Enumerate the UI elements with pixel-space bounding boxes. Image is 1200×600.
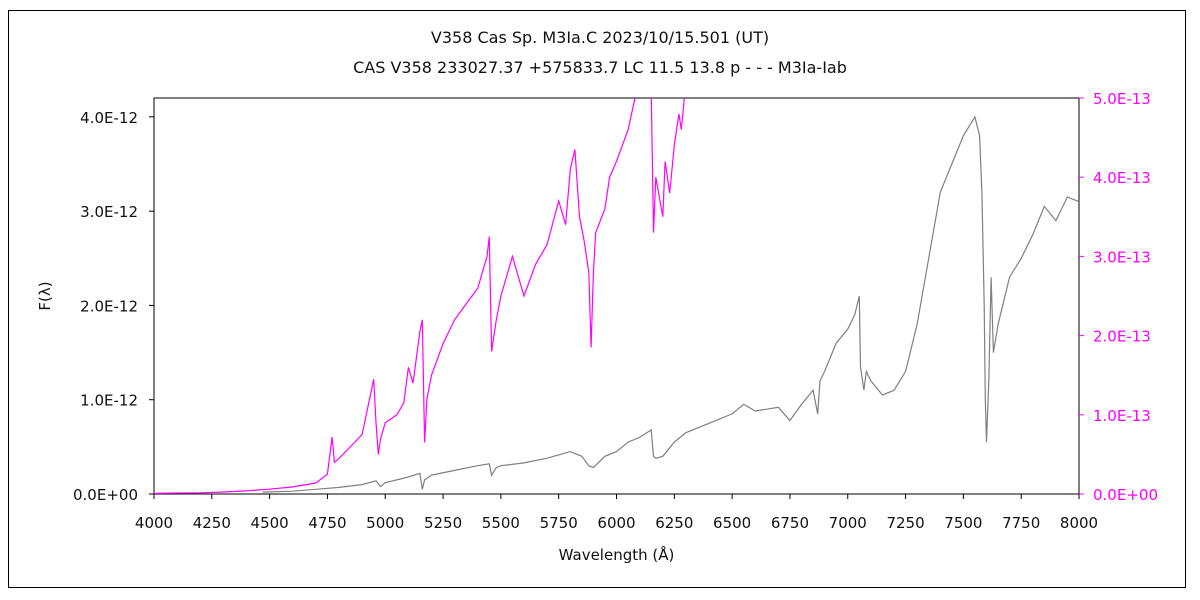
y-left-tick-label: 0.0E+00 [73,486,138,504]
x-tick-label: 8000 [1060,514,1098,532]
x-tick-label: 5500 [482,514,520,532]
plot-area-border [153,97,1080,495]
spectrum-line-magenta [154,98,685,494]
y-right-tick-label: 4.0E-13 [1093,169,1151,187]
x-tick-label: 6750 [771,514,809,532]
x-tick-label: 6500 [713,514,751,532]
x-tick-label: 4500 [251,514,289,532]
y-axis-label: F(λ) [36,281,54,310]
x-tick-label: 5000 [366,514,404,532]
y-left-tick-label: 3.0E-12 [80,203,138,221]
y-right-tick-label: 1.0E-13 [1093,407,1151,425]
x-tick-label: 7750 [1002,514,1040,532]
y-left-tick-label: 1.0E-12 [80,392,138,410]
y-right-tick-label: 0.0E+00 [1093,486,1158,504]
x-tick-label: 5750 [540,514,578,532]
y-right-tick-label: 3.0E-13 [1093,248,1151,266]
x-tick-label: 7000 [829,514,867,532]
x-axis-label: Wavelength (Å) [559,545,675,564]
y-left-tick-label: 2.0E-12 [80,297,138,315]
x-tick-label: 7500 [944,514,982,532]
chart-frame [8,10,1186,588]
y-right-tick-label: 2.0E-13 [1093,328,1151,346]
chart-subtitle: CAS V358 233027.37 +575833.7 LC 11.5 13.… [353,58,847,77]
x-tick-label: 7250 [886,514,924,532]
y-right-tick-label: 5.0E-13 [1093,90,1151,108]
x-tick-label: 5250 [424,514,462,532]
x-tick-label: 6250 [655,514,693,532]
x-tick-label: 4750 [308,514,346,532]
x-tick-label: 4000 [135,514,173,532]
chart-title: V358 Cas Sp. M3Ia.C 2023/10/15.501 (UT) [430,28,770,47]
x-tick-label: 6000 [597,514,635,532]
spectrum-line-gray [262,115,1079,493]
x-tick-label: 4250 [193,514,231,532]
y-left-tick-label: 4.0E-12 [80,109,138,127]
